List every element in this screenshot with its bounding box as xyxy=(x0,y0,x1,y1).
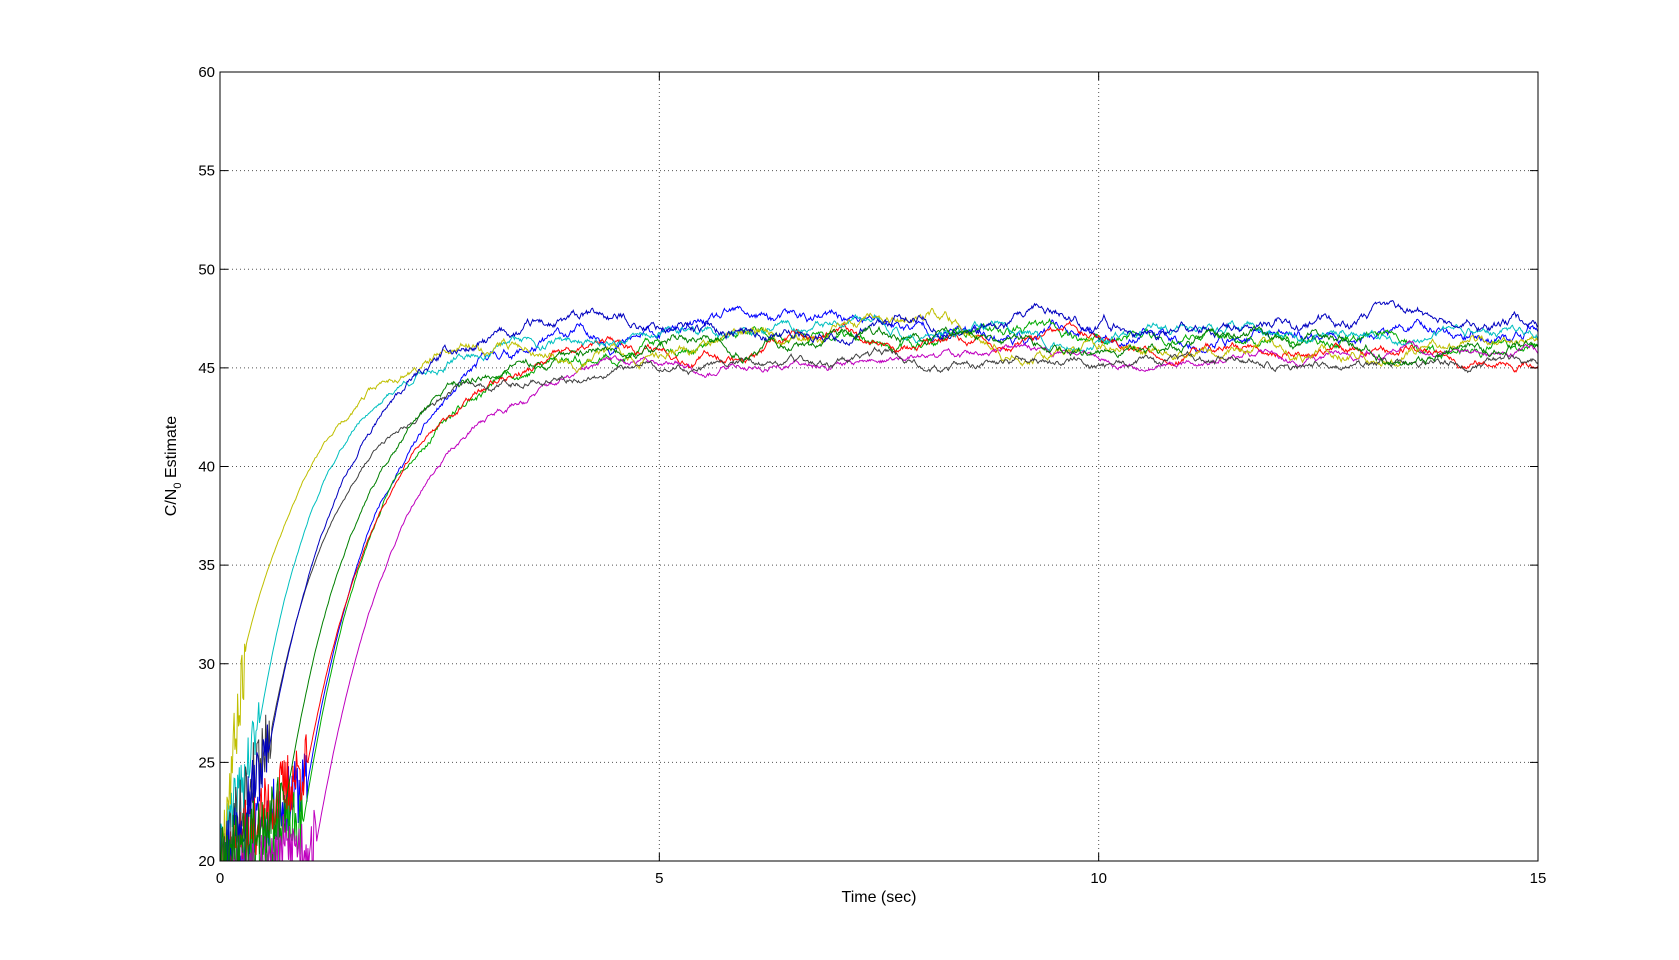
y-tick-label: 55 xyxy=(198,163,215,180)
y-tick-label: 40 xyxy=(198,459,215,476)
y-tick-label: 60 xyxy=(198,64,215,81)
y-tick-label: 30 xyxy=(198,656,215,673)
series-line-4 xyxy=(220,313,1538,861)
series-line-1 xyxy=(222,305,1538,861)
series-line-8 xyxy=(225,300,1538,861)
y-axis-label-main: C/N xyxy=(163,489,180,517)
x-tick-label: 5 xyxy=(655,870,663,887)
series-line-6 xyxy=(220,307,1538,861)
y-axis-label-rest: Estimate xyxy=(163,416,180,483)
y-tick-label: 45 xyxy=(198,360,215,377)
grid-lines xyxy=(220,72,1538,861)
series-line-2 xyxy=(220,317,1538,861)
series-line-3 xyxy=(220,320,1538,861)
y-tick-label: 35 xyxy=(198,557,215,574)
x-tick-label: 0 xyxy=(216,870,224,887)
y-tick-label: 50 xyxy=(198,261,215,278)
x-tick-label: 15 xyxy=(1530,870,1547,887)
series-line-9 xyxy=(220,325,1538,861)
x-axis-label: Time (sec) xyxy=(842,889,917,906)
y-tick-label: 20 xyxy=(198,853,215,870)
y-axis-label: C/N0 Estimate xyxy=(163,416,184,516)
series-line-7 xyxy=(220,346,1538,861)
axis-ticks: 0 5 10 15 20 25 30 35 40 45 50 55 60 xyxy=(198,64,1546,887)
series-line-5 xyxy=(221,339,1538,861)
x-tick-label: 10 xyxy=(1090,870,1107,887)
series-lines xyxy=(220,300,1538,861)
y-tick-label: 25 xyxy=(198,754,215,771)
y-axis-label-subscript: 0 xyxy=(172,483,184,489)
